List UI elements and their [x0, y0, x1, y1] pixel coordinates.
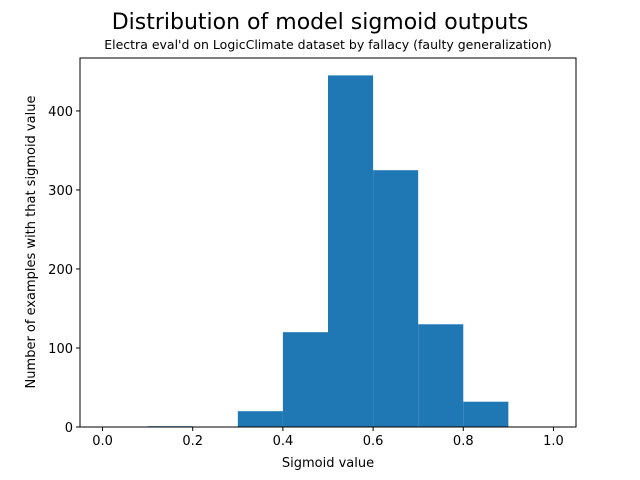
histogram-bar — [418, 324, 464, 427]
y-tick-label: 400 — [48, 105, 73, 120]
histogram-bar — [328, 75, 374, 427]
x-axis-label: Sigmoid value — [282, 456, 374, 471]
y-tick-label: 100 — [48, 342, 73, 357]
x-tick-label: 0.0 — [92, 434, 113, 449]
bars-group — [147, 75, 509, 427]
x-tick-label: 0.2 — [182, 434, 203, 449]
x-tick-label: 0.8 — [453, 434, 474, 449]
y-axis-ticks: 0 100 200 300 400 — [48, 105, 80, 436]
y-tick-label: 0 — [65, 421, 73, 436]
y-tick-label: 200 — [48, 263, 73, 278]
histogram-bar — [282, 332, 328, 427]
chart-title: Distribution of model sigmoid outputs — [112, 10, 529, 35]
x-tick-label: 0.6 — [363, 434, 384, 449]
histogram-bar — [373, 170, 419, 427]
y-tick-label: 300 — [48, 184, 73, 199]
histogram-bar — [237, 411, 283, 427]
x-axis-ticks: 0.0 0.2 0.4 0.6 0.8 1.0 — [92, 427, 564, 449]
x-tick-label: 0.4 — [273, 434, 294, 449]
y-axis-label: Number of examples with that sigmoid val… — [24, 96, 39, 389]
chart-subtitle: Electra eval'd on LogicClimate dataset b… — [104, 37, 552, 52]
histogram-bar — [463, 401, 509, 427]
plot-frame — [79, 57, 577, 428]
x-tick-label: 1.0 — [543, 434, 564, 449]
